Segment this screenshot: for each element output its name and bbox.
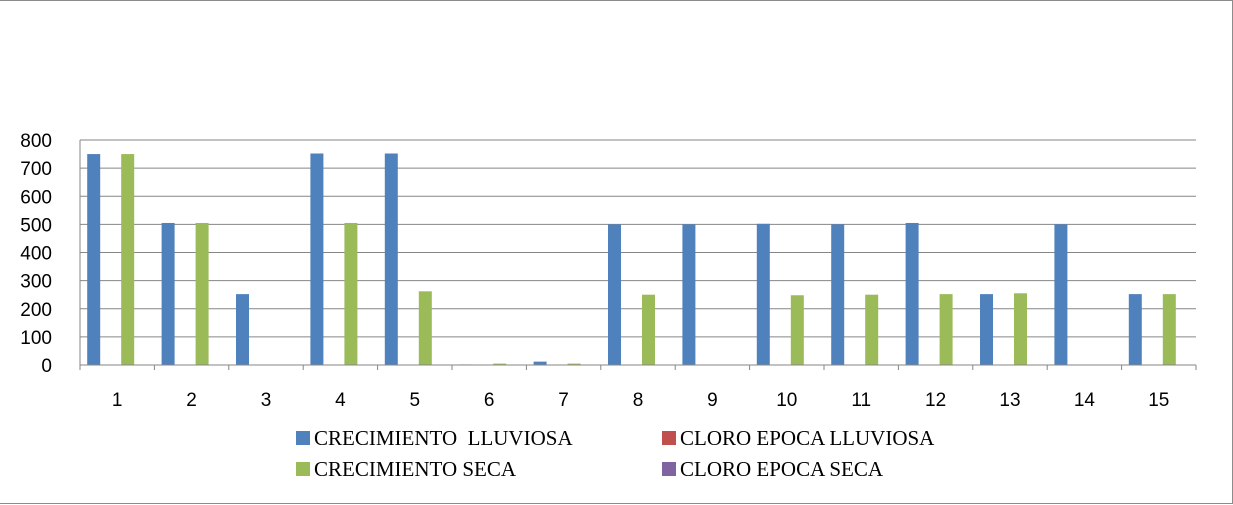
x-tick-labels: 1 2 3 4 5 6 7 8 9 10 11 12 13 14 15 [112, 390, 1169, 411]
y-tick-label: 500 [20, 215, 52, 236]
x-tick-label: 10 [776, 390, 797, 411]
bar-crecimiento-seca-2 [195, 222, 209, 365]
bar-crecimiento-lluviosa-3 [236, 294, 249, 365]
bar-crecimiento-lluviosa-2 [161, 222, 175, 365]
y-tick-labels: 0 100 200 300 400 500 600 700 800 [20, 131, 52, 377]
bar-crecimiento-seca-15 [1162, 294, 1176, 365]
legend-swatch [296, 462, 310, 476]
bar-crecimiento-seca-5 [418, 291, 432, 365]
bar-crecimiento-seca-1 [121, 154, 135, 365]
bar-crecimiento-seca-10 [790, 295, 804, 365]
bar-crecimiento-lluviosa-5 [384, 153, 398, 365]
bar-crecimiento-lluviosa-12 [905, 222, 919, 365]
legend-item: CLORO EPOCA SECA [662, 457, 884, 481]
bar-crecimiento-seca-12 [939, 294, 953, 365]
x-tick-label: 6 [484, 390, 495, 411]
legend-swatch [662, 431, 676, 445]
legend-item: CRECIMIENTO LLUVIOSA [296, 426, 573, 450]
legend: CRECIMIENTO LLUVIOSA CLORO EPOCA LLUVIOSA… [296, 426, 935, 481]
x-tick-label: 11 [851, 390, 871, 411]
bar-crecimiento-lluviosa-10 [756, 223, 770, 365]
gridlines [80, 139, 1196, 338]
legend-label: CLORO EPOCA SECA [680, 457, 884, 481]
y-tick-label: 600 [20, 187, 52, 208]
x-tick-label: 3 [261, 390, 272, 411]
x-tick-label: 9 [707, 390, 718, 411]
bar-crecimiento-lluviosa-9 [682, 224, 696, 365]
bar-crecimiento-lluviosa-13 [980, 294, 993, 365]
bar-crecimiento-seca-4 [344, 222, 358, 365]
x-tick-label: 12 [925, 390, 946, 411]
bar-crecimiento-seca-11 [865, 294, 879, 365]
bar-crecimiento-lluviosa-1 [87, 154, 101, 365]
bar-crecimiento-seca-8 [642, 294, 655, 365]
bar-crecimiento-lluviosa-15 [1128, 294, 1142, 365]
bars [87, 153, 1176, 366]
y-tick-label: 700 [20, 159, 52, 180]
legend-item: CRECIMIENTO SECA [296, 457, 517, 481]
x-tick-label: 13 [999, 390, 1020, 411]
x-tick-label: 8 [633, 390, 644, 411]
legend-swatch [662, 462, 676, 476]
axes [79, 140, 1197, 370]
bar-crecimiento-lluviosa-14 [1054, 224, 1068, 365]
x-tick-label: 7 [558, 390, 569, 411]
legend-item: CLORO EPOCA LLUVIOSA [662, 426, 935, 450]
bar-crecimiento-lluviosa-7 [533, 361, 547, 365]
y-tick-label: 300 [20, 272, 52, 293]
y-tick-label: 800 [20, 131, 52, 152]
y-tick-label: 400 [20, 244, 52, 265]
bar-crecimiento-lluviosa-8 [608, 224, 621, 365]
x-tick-label: 14 [1074, 390, 1096, 411]
legend-swatch [296, 431, 310, 445]
bar-crecimiento-lluviosa-11 [831, 224, 845, 365]
x-tick-label: 2 [186, 390, 197, 411]
bar-crecimiento-seca-6 [493, 363, 507, 365]
x-tick-label: 1 [112, 390, 123, 411]
y-tick-label: 100 [20, 328, 52, 349]
legend-label: CRECIMIENTO LLUVIOSA [314, 426, 573, 450]
x-tick-label: 4 [335, 390, 346, 411]
x-tick-label: 5 [410, 390, 421, 411]
legend-label: CLORO EPOCA LLUVIOSA [680, 426, 935, 450]
x-tick-label: 15 [1148, 390, 1169, 411]
bar-crecimiento-seca-13 [1014, 293, 1027, 365]
bar-crecimiento-seca-7 [567, 363, 581, 365]
y-tick-label: 0 [41, 356, 52, 377]
legend-label: CRECIMIENTO SECA [314, 457, 517, 481]
bar-crecimiento-lluviosa-4 [310, 153, 324, 365]
y-tick-label: 200 [20, 300, 52, 321]
